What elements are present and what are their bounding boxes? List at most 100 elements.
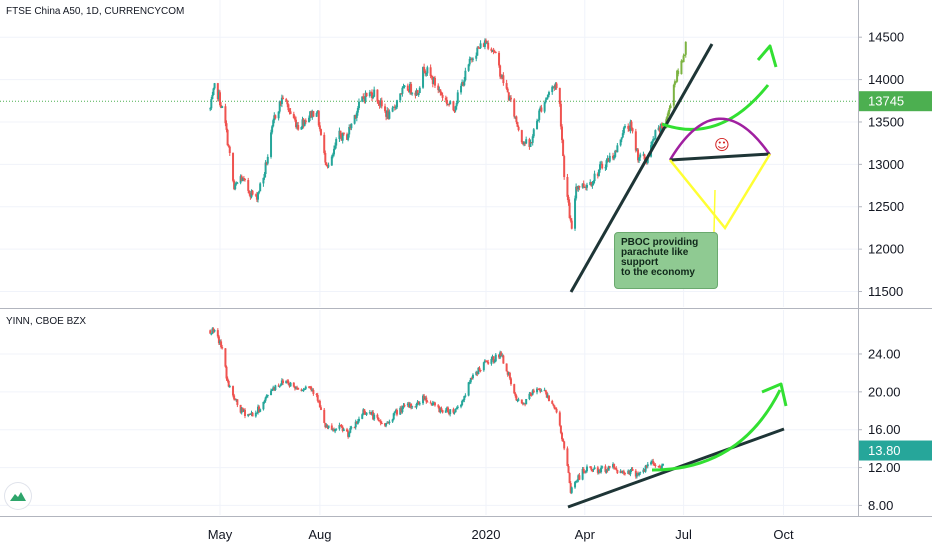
yinn-green-arrow	[651, 389, 782, 472]
y-tick-label: 24.00	[868, 346, 901, 361]
candle-body	[379, 420, 382, 424]
candle-body	[604, 466, 607, 472]
candle-body	[468, 382, 471, 384]
candle-body	[544, 389, 547, 393]
candle-body	[348, 127, 351, 135]
candle-body	[265, 162, 268, 164]
candle-body	[392, 106, 395, 108]
x-tick-label: Jul	[675, 527, 692, 542]
candle-body	[499, 352, 502, 358]
candle-body	[227, 380, 230, 387]
candle-body	[312, 389, 315, 394]
candle-body	[249, 413, 252, 415]
candle-body	[247, 414, 250, 417]
candle-body	[226, 129, 229, 146]
candle-body	[331, 154, 334, 157]
candle-body	[441, 410, 444, 413]
candle-body	[346, 134, 349, 140]
candle-body	[551, 401, 554, 404]
candle-body	[460, 404, 463, 407]
candle-body	[619, 470, 622, 474]
candle-body	[623, 473, 626, 475]
candle-body	[521, 403, 524, 405]
candle-body	[338, 425, 341, 429]
candle-body	[418, 403, 421, 405]
candle-body	[406, 403, 409, 406]
candle-body	[438, 406, 441, 413]
candle-body	[309, 386, 312, 388]
candle-body	[400, 407, 403, 413]
candle-body	[654, 130, 657, 139]
candle-body	[490, 48, 493, 51]
candle-body	[319, 129, 322, 135]
candle-body	[438, 89, 441, 91]
candle-body	[597, 469, 600, 473]
candle-body	[264, 397, 267, 401]
candle-body	[401, 407, 404, 413]
candle-body	[286, 380, 289, 382]
candle-body	[478, 367, 481, 371]
candle-body	[591, 469, 594, 471]
candle-body	[224, 106, 227, 124]
candle-body	[569, 218, 572, 221]
candle-body	[612, 464, 615, 468]
candle-body	[441, 94, 444, 98]
candle-body	[316, 111, 319, 114]
candle-body	[248, 190, 251, 194]
candle-body	[240, 407, 243, 413]
candle-body	[615, 150, 618, 153]
axes: 14500 14000 13500 13000 12500 12000 11500 24.00…	[208, 30, 932, 542]
candle-body	[601, 466, 604, 468]
candle-body	[236, 182, 239, 184]
candle-body	[384, 106, 387, 112]
candle-body	[516, 399, 519, 401]
candle-body	[453, 110, 456, 112]
callout-pointer	[713, 189, 716, 233]
candle-body	[622, 127, 625, 134]
candle-body	[393, 411, 396, 414]
candle-body	[491, 356, 494, 359]
candle-body	[286, 100, 289, 105]
candle-body	[658, 127, 661, 132]
candle-body	[544, 99, 547, 103]
candle-body	[388, 421, 391, 424]
candle-body	[319, 407, 322, 410]
candle-body	[356, 421, 359, 424]
candle-body	[285, 99, 288, 101]
candle-body	[620, 470, 623, 473]
candle-body	[627, 126, 630, 129]
candle-body	[380, 423, 383, 425]
candle-body	[308, 386, 311, 388]
candle-body	[235, 399, 238, 401]
candle-body	[392, 413, 395, 420]
candle-body	[543, 389, 546, 391]
candle-body	[273, 387, 276, 390]
y-tick-label: 16.00	[868, 422, 901, 437]
candle-body	[365, 92, 368, 97]
candle-body	[460, 85, 463, 93]
candle-body	[494, 51, 497, 53]
candle-body	[651, 461, 654, 463]
candle-body	[365, 412, 368, 415]
candle-body	[616, 469, 619, 474]
candle-body	[637, 149, 639, 161]
candle-body	[529, 393, 532, 395]
tradingview-logo[interactable]	[5, 483, 31, 509]
candle-body	[217, 92, 220, 100]
candle-body	[555, 408, 558, 413]
candle-body	[639, 154, 642, 158]
candle-body	[407, 403, 410, 408]
candle-body	[235, 183, 238, 185]
candle-body	[581, 468, 584, 480]
candle-body	[577, 185, 580, 190]
candle-body	[395, 410, 398, 415]
candle-body	[386, 422, 389, 424]
candle-body	[584, 471, 587, 473]
candle-body	[281, 97, 284, 100]
candle-body	[407, 90, 410, 93]
support-trendline	[569, 43, 714, 293]
x-tick-label: Aug	[308, 527, 331, 542]
candle-body	[439, 89, 442, 93]
